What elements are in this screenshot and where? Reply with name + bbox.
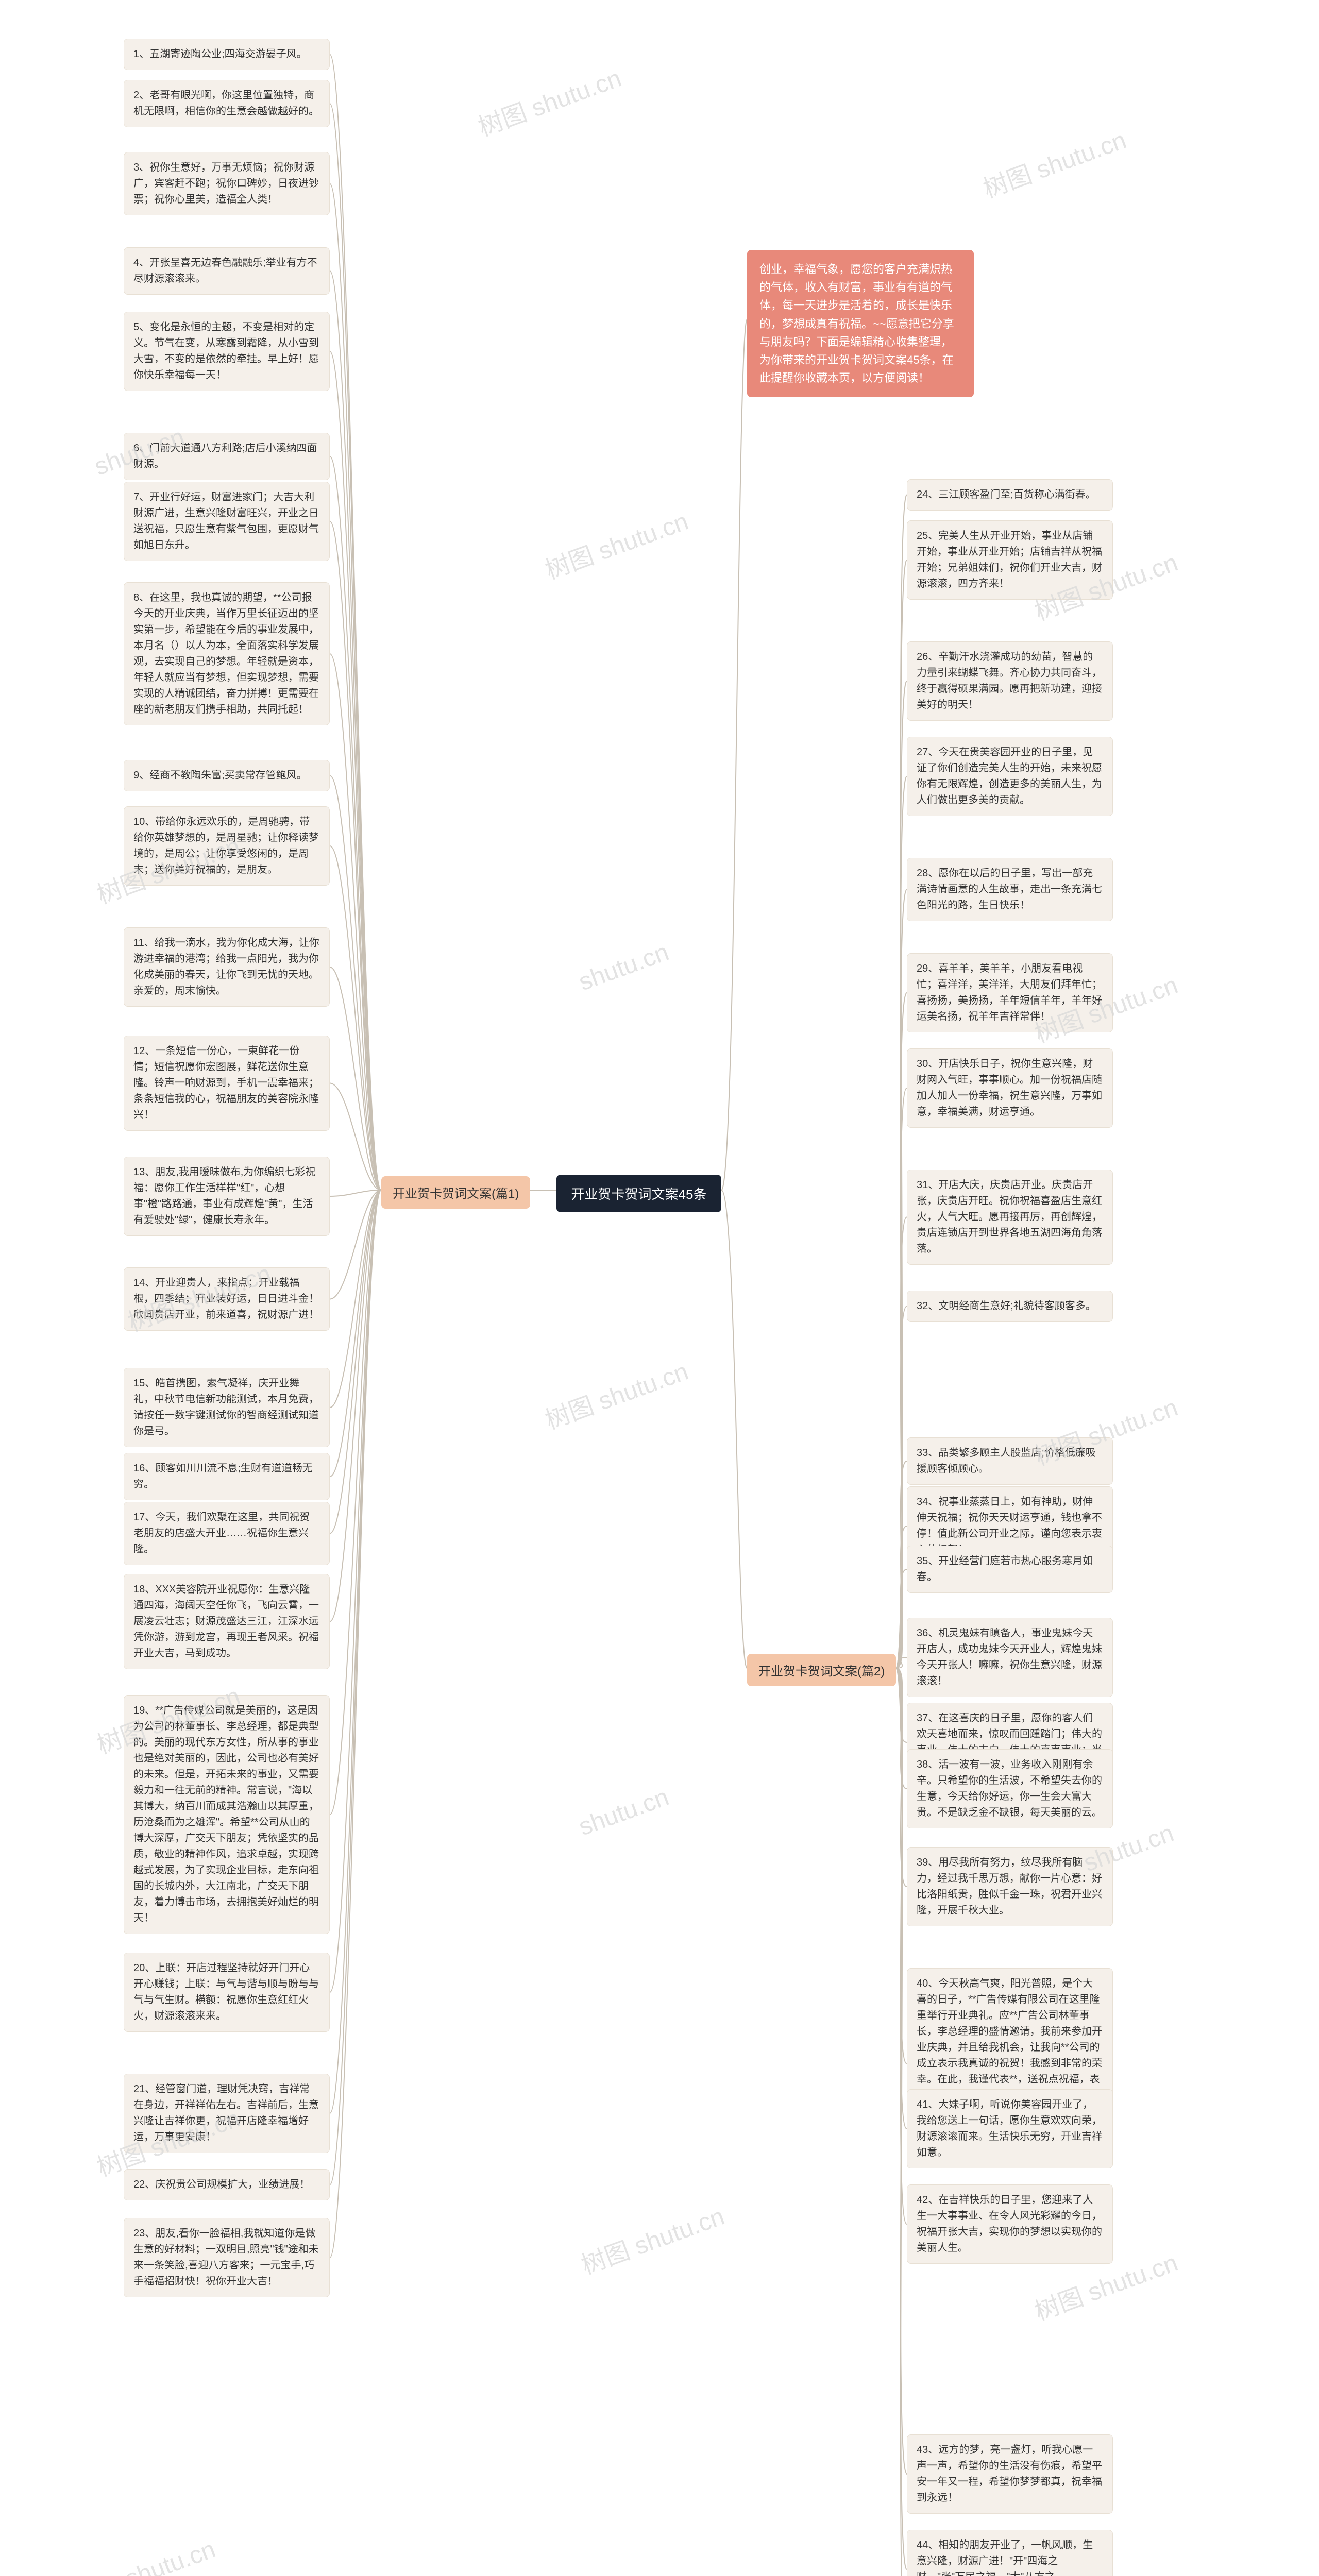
item-text: 35、开业经营门庭若市热心服务寒月如春。 <box>917 1555 1093 1583</box>
left-item: 3、祝你生意好，万事无烦恼；祝你财源广，宾客赶不跑；祝你口碑妙，日夜进钞票；祝你… <box>124 152 330 215</box>
watermark: 树图 shutu.cn <box>977 120 1130 205</box>
item-text: 21、经管窗门道，理财凭决窍，吉祥常在身边，开祥祥佑左右。吉祥前后，生意兴隆让吉… <box>133 2083 319 2143</box>
left-item: 14、开业迎贵人，来指点；开业载福根，四季结；开业装好运，日日进斗金！欣闻贵店开… <box>124 1267 330 1331</box>
item-text: 17、今天，我们欢聚在这里，共同祝贺老朋友的店盛大开业……祝福你生意兴隆。 <box>133 1512 310 1555</box>
right-item: 29、喜羊羊，美羊羊，小朋友看电视忙；喜洋洋，美洋洋，大朋友们拜年忙；喜扬扬，美… <box>907 953 1113 1032</box>
right-item: 26、辛勤汗水浇灌成功的幼苗，智慧的力量引来蝴蝶飞舞。齐心协力共同奋斗，终于赢得… <box>907 641 1113 721</box>
item-text: 3、祝你生意好，万事无烦恼；祝你财源广，宾客赶不跑；祝你口碑妙，日夜进钞票；祝你… <box>133 162 319 205</box>
left-item: 20、上联：开店过程坚持就好开门开心开心赚钱；上联：与气与谐与顺与盼与与气与气生… <box>124 1953 330 2032</box>
right-item: 44、相知的朋友开业了，一帆风顺，生意兴隆，财源广进！"开"四海之财，"张"万民… <box>907 2530 1113 2576</box>
intro-box: 创业，幸福气象，愿您的客户充满炽热的气体，收入有财富，事业有有道的气体，每一天进… <box>747 250 974 397</box>
item-text: 15、皓首携图，索气凝祥，庆开业舞礼，中秋节电信新功能测试，本月免费，请按任一数… <box>133 1378 319 1437</box>
item-text: 9、经商不教陶朱富;买卖常存管鲍风。 <box>133 770 307 781</box>
left-item: 13、朋友,我用暧昧做布,为你编织七彩祝福：愿你工作生活样样"红"，心想事"橙"… <box>124 1157 330 1236</box>
watermark: 树图 shutu.cn <box>539 501 692 586</box>
item-text: 13、朋友,我用暧昧做布,为你编织七彩祝福：愿你工作生活样样"红"，心想事"橙"… <box>133 1166 315 1226</box>
item-text: 32、文明经商生意好;礼貌待客顾客多。 <box>917 1300 1096 1312</box>
item-text: 10、带给你永远欢乐的，是周驰骋，带给你英雄梦想的，是周星驰；让你释读梦境的，是… <box>133 816 319 875</box>
left-item: 18、XXX美容院开业祝愿你：生意兴隆通四海，海阔天空任你飞，飞向云霄，一展凌云… <box>124 1574 330 1669</box>
item-text: 44、相知的朋友开业了，一帆风顺，生意兴隆，财源广进！"开"四海之财，"张"万民… <box>917 2539 1093 2576</box>
right-item: 39、用尽我所有努力，纹尽我所有脑力，经过我千思万想，献你一片心意：好比洛阳纸贵… <box>907 1847 1113 1926</box>
left-item: 12、一条短信一份心，一束鲜花一份情；短信祝愿你宏图展，鲜花送你生意隆。铃声一响… <box>124 1036 330 1131</box>
item-text: 28、愿你在以后的日子里，写出一部充满诗情画意的人生故事，走出一条充满七色阳光的… <box>917 868 1102 911</box>
right-item: 24、三江顾客盈门至;百货称心满街春。 <box>907 479 1113 511</box>
right-item: 43、远方的梦，亮一盏灯，听我心愿一声一声，希望你的生活没有伤痕，希望平安一年又… <box>907 2434 1113 2514</box>
left-item: 4、开张呈喜无边春色融融乐;举业有方不尽财源滚滚来。 <box>124 247 330 295</box>
left-item: 15、皓首携图，索气凝祥，庆开业舞礼，中秋节电信新功能测试，本月免费，请按任一数… <box>124 1368 330 1447</box>
item-text: 43、远方的梦，亮一盏灯，听我心愿一声一声，希望你的生活没有伤痕，希望平安一年又… <box>917 2444 1102 2503</box>
item-text: 20、上联：开店过程坚持就好开门开心开心赚钱；上联：与气与谐与顺与盼与与气与气生… <box>133 1962 319 2022</box>
watermark: 树图 shutu.cn <box>472 58 625 143</box>
item-text: 31、开店大庆，庆贵店开业。庆贵店开张，庆贵店开旺。祝你祝福喜盈店生意红火，人气… <box>917 1179 1102 1255</box>
item-text: 1、五湖寄迹陶公业;四海交游晏子风。 <box>133 48 307 60</box>
right-item: 31、开店大庆，庆贵店开业。庆贵店开张，庆贵店开旺。祝你祝福喜盈店生意红火，人气… <box>907 1170 1113 1265</box>
right-item: 33、品类繁多顾主人股监店;价格低廉吸援顾客倾顾心。 <box>907 1437 1113 1485</box>
item-text: 12、一条短信一份心，一束鲜花一份情；短信祝愿你宏图展，鲜花送你生意隆。铃声一响… <box>133 1045 319 1121</box>
item-text: 42、在吉祥快乐的日子里，您迎来了人生一大事事业、在令人风光彩耀的今日，祝福开张… <box>917 2194 1102 2253</box>
left-item: 22、庆祝贵公司规模扩大，业绩进展！ <box>124 2169 330 2200</box>
left-item: 21、经管窗门道，理财凭决窍，吉祥常在身边，开祥祥佑左右。吉祥前后，生意兴隆让吉… <box>124 2074 330 2153</box>
watermark: shutu.cn <box>122 2535 219 2576</box>
right-item: 32、文明经商生意好;礼貌待客顾客多。 <box>907 1291 1113 1322</box>
item-text: 30、开店快乐日子，祝你生意兴隆，财财网入气旺，事事顺心。加一份祝福店随加人加人… <box>917 1058 1102 1117</box>
item-text: 23、朋友,看你一脸福相,我就知道你是做生意的好材料；一双明目,照亮"钱"途和未… <box>133 2228 319 2287</box>
item-text: 38、活一波有一波，业务收入刚刚有余辛。只希望你的生活波，不希望失去你的生意，今… <box>917 1759 1102 1818</box>
item-text: 18、XXX美容院开业祝愿你：生意兴隆通四海，海阔天空任你飞，飞向云霄，一展凌云… <box>133 1584 319 1659</box>
watermark: shutu.cn <box>575 938 672 997</box>
intro-text: 创业，幸福气象，愿您的客户充满炽热的气体，收入有财富，事业有有道的气体，每一天进… <box>759 263 954 384</box>
right-item: 42、在吉祥快乐的日子里，您迎来了人生一大事事业、在令人风光彩耀的今日，祝福开张… <box>907 2184 1113 2264</box>
item-text: 5、变化是永恒的主题，不变是相对的定义。节气在变，从寒露到霜降，从小雪到大雪，不… <box>133 321 319 381</box>
item-text: 14、开业迎贵人，来指点；开业载福根，四季结；开业装好运，日日进斗金！欣闻贵店开… <box>133 1277 319 1320</box>
item-text: 19、**广告传媒公司就是美丽的，这是因为公司的林董事长、李总经理，都是典型的。… <box>133 1705 319 1924</box>
item-text: 39、用尽我所有努力，纹尽我所有脑力，经过我千思万想，献你一片心意：好比洛阳纸贵… <box>917 1857 1102 1916</box>
left-item: 1、五湖寄迹陶公业;四海交游晏子风。 <box>124 39 330 70</box>
item-text: 24、三江顾客盈门至;百货称心满街春。 <box>917 489 1096 500</box>
section-right: 开业贺卡贺词文案(篇2) <box>747 1654 896 1686</box>
watermark: 树图 shutu.cn <box>576 2196 729 2281</box>
item-text: 22、庆祝贵公司规模扩大，业绩进展！ <box>133 2179 310 2190</box>
left-item: 7、开业行好运，财富进家门；大吉大利财源广进，生意兴隆财富旺兴，开业之日送祝福，… <box>124 482 330 561</box>
left-item: 16、顾客如川川流不息;生财有道道畅无穷。 <box>124 1453 330 1500</box>
item-text: 33、品类繁多顾主人股监店;价格低廉吸援顾客倾顾心。 <box>917 1447 1096 1475</box>
right-item: 36、机灵鬼妹有瞋备人，事业鬼妹今天开店人，成功鬼妹今天开业人，辉煌鬼妹今天开张… <box>907 1618 1113 1697</box>
item-text: 2、老哥有眼光啊，你这里位置独特，商机无限啊，相信你的生意会越做越好的。 <box>133 90 319 117</box>
left-item: 6、门前大道通八方利路;店后小溪纳四面财源。 <box>124 433 330 480</box>
center-title-text: 开业贺卡贺词文案45条 <box>571 1187 707 1202</box>
right-item: 35、开业经营门庭若市热心服务寒月如春。 <box>907 1546 1113 1593</box>
item-text: 7、开业行好运，财富进家门；大吉大利财源广进，生意兴隆财富旺兴，开业之日送祝福，… <box>133 492 319 551</box>
item-text: 11、给我一滴水，我为你化成大海，让你游进幸福的港湾；给我一点阳光，我为你化成美… <box>133 937 319 996</box>
left-item: 2、老哥有眼光啊，你这里位置独特，商机无限啊，相信你的生意会越做越好的。 <box>124 80 330 127</box>
left-item: 8、在这里，我也真诚的期望，**公司报今天的开业庆典，当作万里长征迈出的坚实第一… <box>124 582 330 725</box>
left-item: 9、经商不教陶朱富;买卖常存管鲍风。 <box>124 760 330 791</box>
item-text: 4、开张呈喜无边春色融融乐;举业有方不尽财源滚滚来。 <box>133 257 317 284</box>
right-item: 28、愿你在以后的日子里，写出一部充满诗情画意的人生故事，走出一条充满七色阳光的… <box>907 858 1113 921</box>
right-item: 25、完美人生从开业开始，事业从店铺开始，事业从开业开始；店铺吉祥从祝福开始；兄… <box>907 520 1113 600</box>
item-text: 8、在这里，我也真诚的期望，**公司报今天的开业庆典，当作万里长征迈出的坚实第一… <box>133 592 319 715</box>
center-title: 开业贺卡贺词文案45条 <box>556 1175 721 1212</box>
watermark: shutu.cn <box>575 1783 672 1842</box>
section-left: 开业贺卡贺词文案(篇1) <box>381 1176 530 1209</box>
item-text: 36、机灵鬼妹有瞋备人，事业鬼妹今天开店人，成功鬼妹今天开业人，辉煌鬼妹今天开张… <box>917 1628 1102 1687</box>
item-text: 25、完美人生从开业开始，事业从店铺开始，事业从开业开始；店铺吉祥从祝福开始；兄… <box>917 530 1102 589</box>
left-item: 19、**广告传媒公司就是美丽的，这是因为公司的林董事长、李总经理，都是典型的。… <box>124 1695 330 1934</box>
right-item: 41、大妹子啊，听说你美容园开业了，我给您送上一句话，愿你生意欢欢向荣，财源滚滚… <box>907 2089 1113 2168</box>
left-item: 17、今天，我们欢聚在这里，共同祝贺老朋友的店盛大开业……祝福你生意兴隆。 <box>124 1502 330 1565</box>
right-item: 38、活一波有一波，业务收入刚刚有余辛。只希望你的生活波，不希望失去你的生意，今… <box>907 1749 1113 1828</box>
item-text: 29、喜羊羊，美羊羊，小朋友看电视忙；喜洋洋，美洋洋，大朋友们拜年忙；喜扬扬，美… <box>917 963 1102 1022</box>
left-item: 5、变化是永恒的主题，不变是相对的定义。节气在变，从寒露到霜降，从小雪到大雪，不… <box>124 312 330 391</box>
section-left-label: 开业贺卡贺词文案(篇1) <box>393 1187 519 1201</box>
left-item: 11、给我一滴水，我为你化成大海，让你游进幸福的港湾；给我一点阳光，我为你化成美… <box>124 927 330 1007</box>
mindmap-container: 开业贺卡贺词文案45条 创业，幸福气象，愿您的客户充满炽热的气体，收入有财富，事… <box>0 0 1319 2576</box>
left-item: 10、带给你永远欢乐的，是周驰骋，带给你英雄梦想的，是周星驰；让你释读梦境的，是… <box>124 806 330 886</box>
item-text: 16、顾客如川川流不息;生财有道道畅无穷。 <box>133 1463 313 1490</box>
item-text: 41、大妹子啊，听说你美容园开业了，我给您送上一句话，愿你生意欢欢向荣，财源滚滚… <box>917 2099 1102 2158</box>
section-right-label: 开业贺卡贺词文案(篇2) <box>758 1665 885 1679</box>
item-text: 27、今天在贵美容园开业的日子里，见证了你们创造完美人生的开始，未来祝愿你有无限… <box>917 747 1102 806</box>
left-item: 23、朋友,看你一脸福相,我就知道你是做生意的好材料；一双明目,照亮"钱"途和未… <box>124 2218 330 2297</box>
watermark: 树图 shutu.cn <box>539 1351 692 1436</box>
right-item: 27、今天在贵美容园开业的日子里，见证了你们创造完美人生的开始，未来祝愿你有无限… <box>907 737 1113 816</box>
item-text: 6、门前大道通八方利路;店后小溪纳四面财源。 <box>133 443 317 470</box>
item-text: 26、辛勤汗水浇灌成功的幼苗，智慧的力量引来蝴蝶飞舞。齐心协力共同奋斗，终于赢得… <box>917 651 1102 710</box>
right-item: 30、开店快乐日子，祝你生意兴隆，财财网入气旺，事事顺心。加一份祝福店随加人加人… <box>907 1048 1113 1128</box>
